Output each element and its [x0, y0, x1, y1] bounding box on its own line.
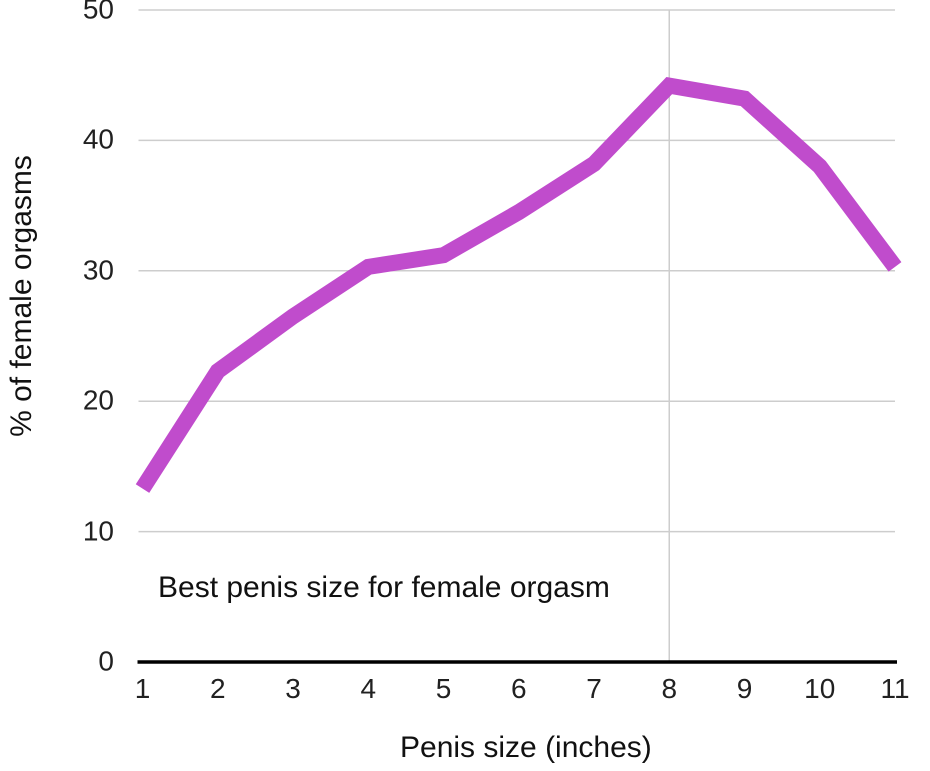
y-tick-label: 20 — [82, 384, 114, 416]
x-tick-label: 9 — [736, 673, 753, 704]
y-tick-label: 30 — [82, 254, 114, 286]
x-tick-label: 7 — [586, 673, 602, 704]
x-tick-label: 11 — [880, 673, 910, 704]
x-tick-label: 10 — [804, 673, 836, 704]
x-axis-title: Penis size (inches) — [400, 731, 652, 764]
x-tick-label: 2 — [209, 673, 226, 704]
data-line — [135, 77, 902, 493]
y-tick-label: 50 — [82, 0, 114, 25]
x-tick-label: 1 — [134, 673, 151, 704]
chart-title-annotation: Best penis size for female orgasm — [158, 571, 610, 604]
y-axis-title: % of female orgasms — [5, 155, 38, 437]
x-tick-label: 3 — [285, 673, 301, 704]
y-tick-label: 10 — [82, 515, 114, 547]
x-tick-label: 5 — [435, 673, 452, 704]
y-tick-label: 40 — [82, 123, 114, 155]
x-tick-label: 6 — [510, 673, 527, 704]
x-tick-label: 4 — [360, 673, 377, 704]
x-tick-label: 8 — [661, 673, 678, 704]
y-tick-label: 0 — [98, 645, 114, 677]
